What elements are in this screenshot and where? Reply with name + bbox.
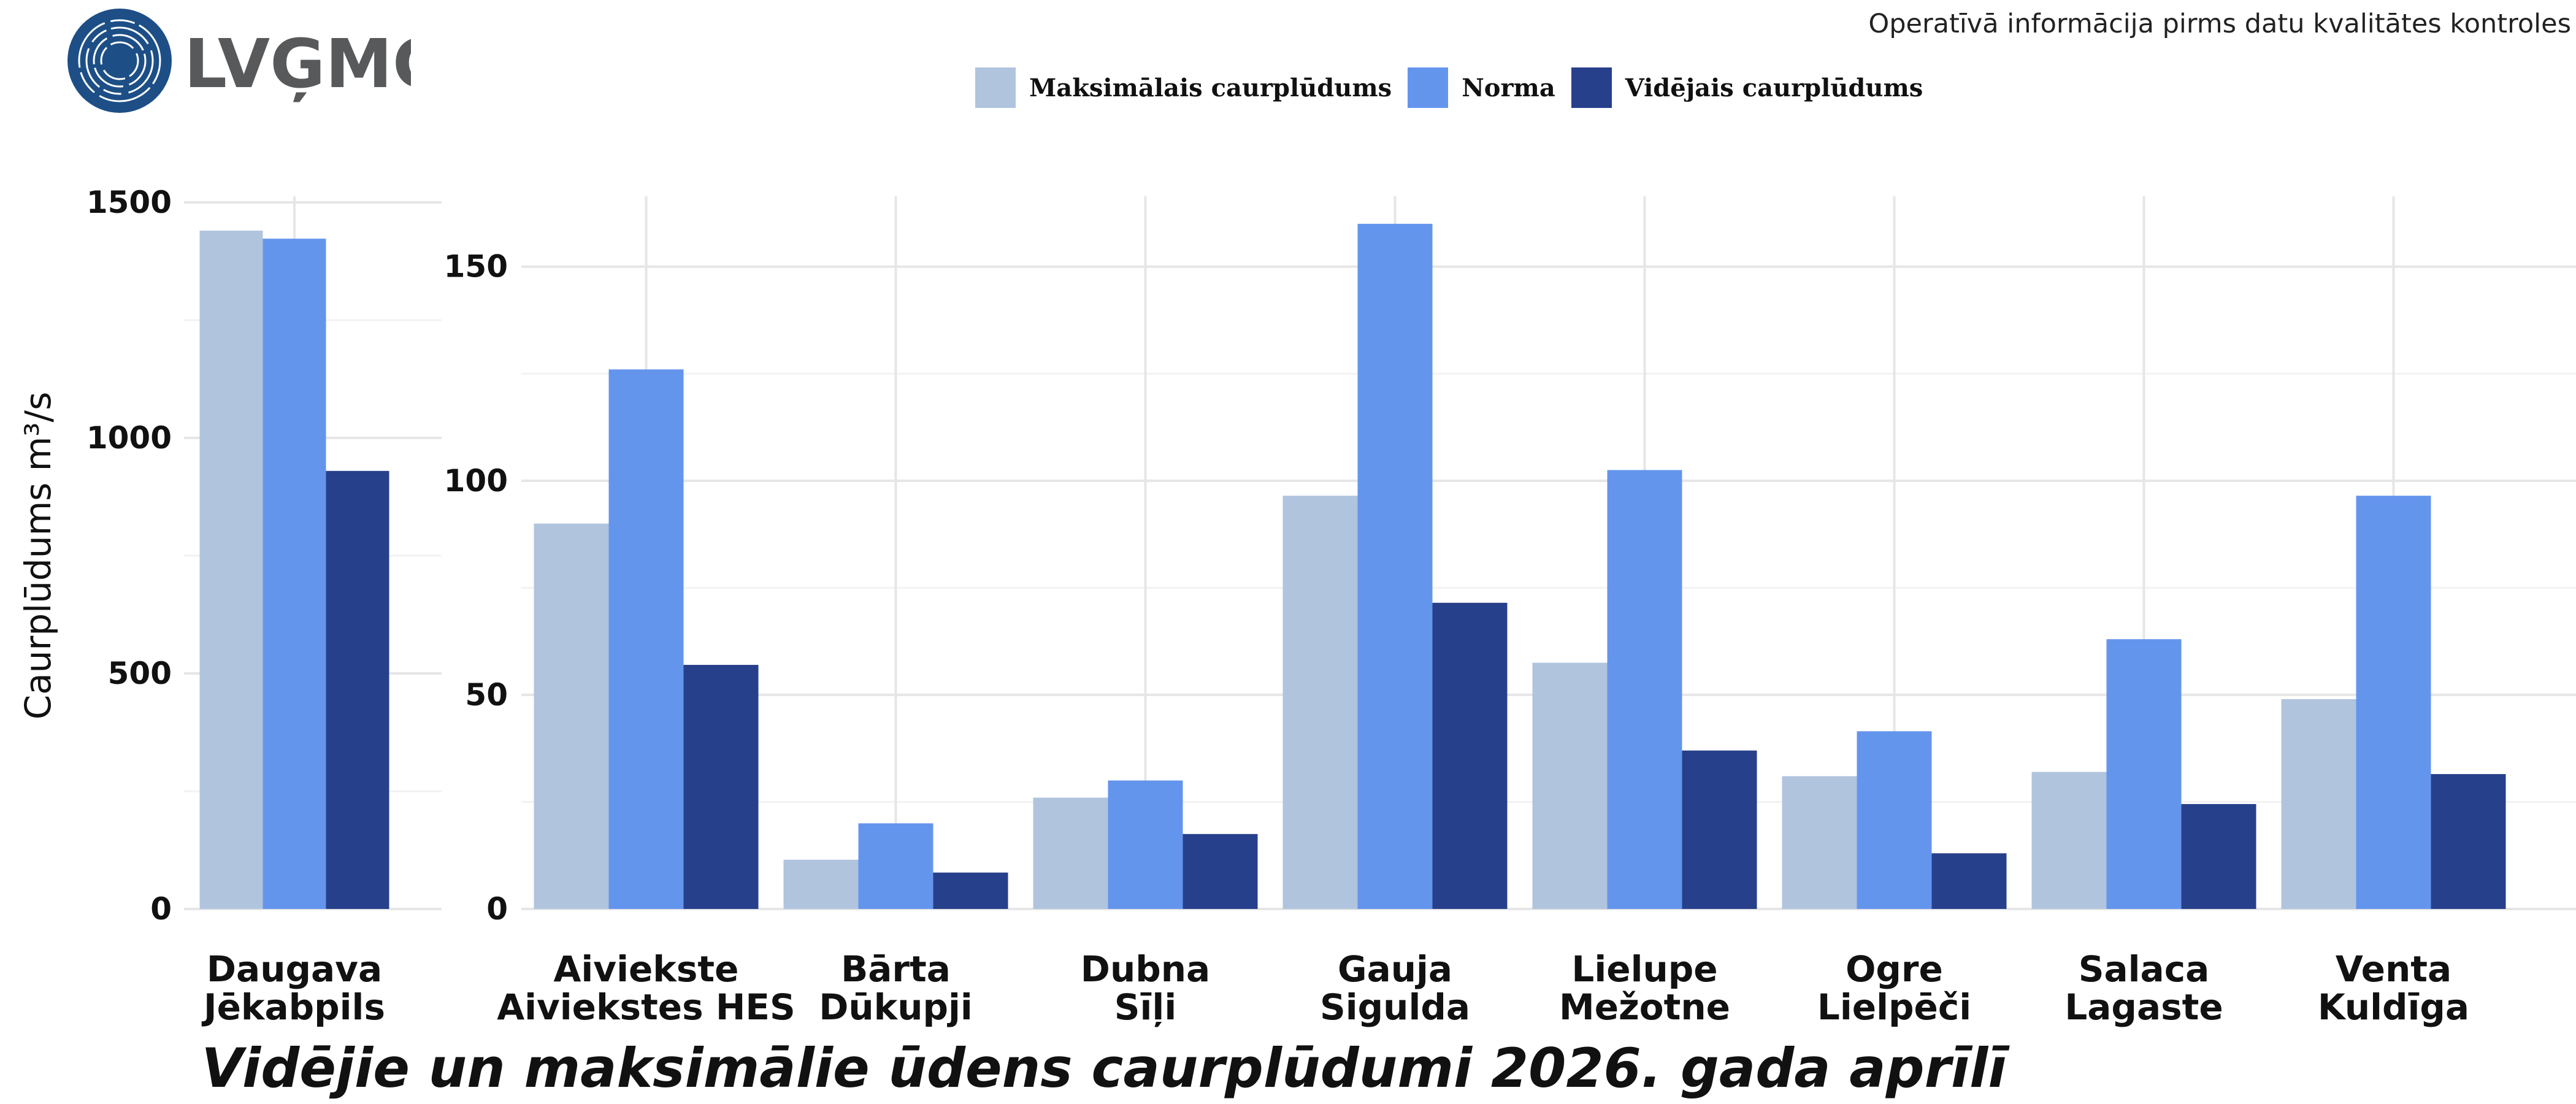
bar xyxy=(1357,223,1433,910)
bar xyxy=(263,239,326,909)
category-label: Gauja Sigulda xyxy=(1320,948,1470,1028)
bar xyxy=(858,823,933,909)
bar xyxy=(199,231,263,910)
category-label: Aiviekste Aiviekstes HES xyxy=(497,948,795,1028)
bar xyxy=(1782,776,1857,909)
y-tick-label: 100 xyxy=(444,463,508,499)
legend-item-max: Maksimālais caurplūdums xyxy=(975,67,1392,108)
svg-text:LVĢMC: LVĢMC xyxy=(184,25,411,103)
y-tick-label: 150 xyxy=(444,249,508,285)
y-tick-label: 50 xyxy=(465,677,508,713)
bar xyxy=(1432,602,1508,909)
legend-swatch-norma xyxy=(1408,67,1449,108)
bar xyxy=(1931,853,2007,909)
category-label: Daugava Jēkabpils xyxy=(201,948,385,1028)
chart-title: Vidējie un maksimālie ūdens caurplūdumi … xyxy=(201,1037,2007,1100)
bar xyxy=(608,369,684,909)
chart-legend: Maksimālais caurplūdums Norma Vidējais c… xyxy=(975,67,1939,108)
bar xyxy=(1532,662,1608,909)
category-label: Lielupe Mežotne xyxy=(1559,948,1730,1028)
legend-item-norma: Norma xyxy=(1408,67,1555,108)
bar xyxy=(1033,797,1108,909)
bar xyxy=(683,665,759,909)
category-label: Venta Kuldīga xyxy=(2318,948,2469,1028)
bar xyxy=(1108,780,1183,909)
legend-label-mean: Vidējais caurplūdums xyxy=(1625,73,1923,102)
bar xyxy=(1857,731,1932,909)
y-tick-label: 0 xyxy=(486,891,508,927)
bar xyxy=(1282,496,1358,909)
category-label: Bārta Dūkupji xyxy=(819,948,973,1028)
bar xyxy=(1183,834,1258,909)
bar xyxy=(783,859,859,909)
category-label: Salaca Lagaste xyxy=(2064,948,2223,1028)
bar xyxy=(2281,699,2356,909)
legend-label-norma: Norma xyxy=(1462,73,1555,102)
bar xyxy=(933,872,1008,909)
y-tick-label: 1000 xyxy=(86,420,172,456)
legend-swatch-max xyxy=(975,67,1016,108)
category-label: Ogre Lielpēči xyxy=(1817,948,1971,1028)
legend-swatch-mean xyxy=(1571,67,1612,108)
bar xyxy=(2356,496,2431,909)
data-quality-note: Operatīvā informācija pirms datu kvalitā… xyxy=(1868,9,2571,39)
y-tick-label: 500 xyxy=(108,656,172,691)
y-tick-label: 0 xyxy=(150,891,172,927)
y-axis-label: Caurplūdums m³/s xyxy=(17,392,59,720)
category-label: Dubna Sīļi xyxy=(1081,948,1210,1028)
lvgmc-logo: LVĢMC xyxy=(67,9,442,115)
legend-item-mean: Vidējais caurplūdums xyxy=(1571,67,1923,108)
legend-label-max: Maksimālais caurplūdums xyxy=(1029,73,1392,102)
bar xyxy=(1607,470,1682,909)
bar xyxy=(2031,772,2107,909)
bar xyxy=(2431,774,2506,909)
bar xyxy=(534,523,609,909)
bar xyxy=(326,470,389,909)
bar xyxy=(2181,803,2256,909)
y-tick-label: 1500 xyxy=(86,185,172,220)
bar xyxy=(2106,639,2182,909)
bar xyxy=(1682,750,1757,909)
